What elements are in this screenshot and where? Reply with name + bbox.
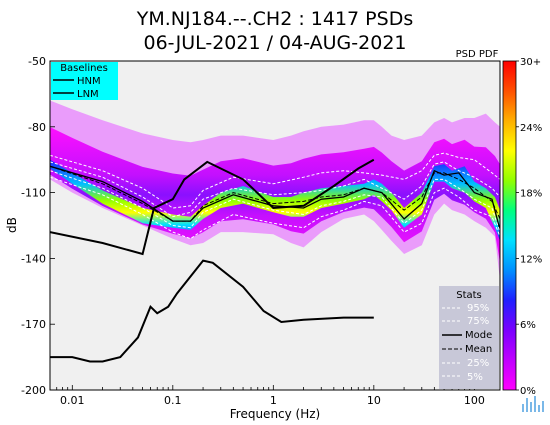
- colorbar-tick-label: 24%: [520, 123, 542, 134]
- baseline-lines-layer: [50, 158, 375, 363]
- y-tick-label: -200: [21, 384, 46, 397]
- colorbar-tick-label: 12%: [520, 254, 542, 265]
- x-tick-label: 10: [367, 394, 381, 407]
- stats-line-5pct: [50, 176, 500, 240]
- colorbar-tick-label: 18%: [520, 189, 542, 200]
- plot-frame: [49, 60, 501, 391]
- x-axis-label: Frequency (Hz): [230, 407, 321, 421]
- stats-line-mean: [50, 165, 500, 222]
- y-tick-label: -170: [21, 318, 46, 331]
- stats-25-legend-label: 25%: [467, 358, 489, 369]
- stats-lines-layer: [50, 152, 500, 240]
- x-tick-label: 100: [464, 394, 485, 407]
- baselines-legend-title: Baselines: [60, 63, 108, 74]
- chart-title-line2: 06-JUL-2021 / 04-AUG-2021: [144, 32, 407, 54]
- y-axis-ticks: -50 -80 -110 -140 -170 -200: [21, 55, 55, 397]
- waveform-logo-icon: [522, 396, 544, 412]
- lnm-legend-label: LNM: [77, 89, 99, 100]
- colorbar-ticks: 30+ 24% 18% 12% 6% 0%: [516, 57, 542, 397]
- stats-mode-legend-label: Mode: [465, 330, 492, 341]
- stats-75-legend-label: 75%: [467, 316, 489, 327]
- stats-line-25pct: [50, 170, 500, 233]
- x-tick-label: 0.1: [164, 394, 182, 407]
- hnm-legend-label: HNM: [77, 76, 101, 87]
- stats-line-75pct: [50, 161, 500, 218]
- hnm-line: [50, 158, 375, 256]
- baselines-legend: Baselines HNM LNM: [51, 62, 118, 100]
- stats-mean-legend-label: Mean: [465, 344, 492, 355]
- colorbar-tick-label: 30+: [520, 57, 541, 68]
- pdf-core-band: [50, 159, 500, 241]
- colorbar: [502, 60, 517, 391]
- y-tick-label: -50: [28, 55, 46, 68]
- colorbar-title: PSD PDF: [456, 49, 499, 60]
- chart-title-line1: YM.NJ184.--.CH2 : 1417 PSDs: [136, 8, 413, 30]
- stats-legend-title: Stats: [456, 290, 482, 301]
- y-tick-label: -140: [21, 252, 46, 265]
- x-tick-label: 1: [270, 394, 277, 407]
- y-tick-label: -80: [28, 121, 46, 134]
- stats-5-legend-label: 5%: [467, 372, 483, 383]
- stats-legend: Stats 95% 75% Mode Mean 25% 5%: [439, 286, 499, 389]
- x-tick-label: 0.01: [60, 394, 85, 407]
- stats-legend-box: [439, 286, 499, 389]
- x-axis-ticks: 0.01 0.1 1 10 100: [49, 385, 485, 407]
- colorbar-tick-label: 6%: [520, 320, 536, 331]
- stats-line-95pct: [50, 152, 500, 209]
- stats-95-legend-label: 95%: [467, 303, 489, 314]
- y-tick-label: -110: [21, 187, 46, 200]
- lnm-line: [50, 259, 374, 363]
- y-axis-label: dB: [5, 217, 19, 233]
- colorbar-tick-label: 0%: [520, 386, 536, 397]
